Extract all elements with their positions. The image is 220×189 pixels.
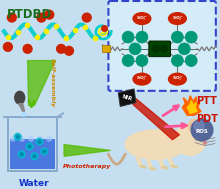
- Circle shape: [171, 31, 183, 43]
- Polygon shape: [118, 89, 136, 106]
- Text: SO$_3^-$: SO$_3^-$: [136, 75, 148, 83]
- Text: Water: Water: [19, 179, 50, 188]
- Text: ROS: ROS: [196, 129, 209, 134]
- Circle shape: [204, 141, 206, 144]
- Circle shape: [16, 135, 19, 138]
- Circle shape: [33, 155, 36, 158]
- Circle shape: [14, 133, 21, 140]
- Circle shape: [37, 13, 46, 22]
- Circle shape: [43, 150, 46, 153]
- Ellipse shape: [22, 112, 25, 116]
- FancyBboxPatch shape: [10, 139, 55, 169]
- Circle shape: [23, 44, 32, 53]
- Circle shape: [4, 43, 12, 51]
- Ellipse shape: [133, 13, 151, 24]
- Text: PTDBD: PTDBD: [7, 8, 52, 21]
- FancyBboxPatch shape: [102, 45, 110, 52]
- Circle shape: [20, 153, 23, 156]
- Circle shape: [18, 151, 25, 158]
- Polygon shape: [64, 145, 110, 156]
- Ellipse shape: [169, 13, 186, 24]
- Polygon shape: [182, 96, 201, 115]
- Circle shape: [82, 13, 91, 22]
- Circle shape: [196, 135, 200, 139]
- Polygon shape: [187, 101, 197, 113]
- Ellipse shape: [15, 91, 25, 104]
- Circle shape: [136, 55, 148, 66]
- Circle shape: [178, 43, 190, 55]
- Circle shape: [26, 143, 33, 150]
- Polygon shape: [28, 60, 55, 105]
- Text: SO$_3^-$: SO$_3^-$: [172, 75, 183, 83]
- Circle shape: [47, 136, 52, 141]
- Text: NIR: NIR: [121, 94, 133, 101]
- Circle shape: [188, 119, 202, 133]
- Circle shape: [152, 45, 159, 52]
- Ellipse shape: [133, 73, 151, 85]
- Text: Self-assembly: Self-assembly: [50, 58, 55, 108]
- Text: SO$_3^-$: SO$_3^-$: [172, 15, 183, 23]
- Polygon shape: [19, 104, 25, 111]
- Ellipse shape: [169, 73, 186, 85]
- Text: PTT: PTT: [196, 96, 217, 106]
- Circle shape: [64, 46, 73, 55]
- Polygon shape: [133, 99, 179, 140]
- Text: Phototherapy: Phototherapy: [62, 164, 111, 169]
- Circle shape: [10, 136, 15, 141]
- Circle shape: [41, 148, 48, 155]
- Circle shape: [129, 43, 141, 55]
- Circle shape: [57, 44, 66, 53]
- Circle shape: [160, 45, 167, 52]
- Circle shape: [28, 145, 31, 148]
- Circle shape: [38, 136, 43, 141]
- Circle shape: [191, 122, 199, 130]
- Circle shape: [122, 55, 134, 66]
- Circle shape: [191, 119, 213, 141]
- Circle shape: [7, 13, 16, 22]
- Circle shape: [174, 124, 206, 155]
- Circle shape: [29, 136, 33, 141]
- Circle shape: [185, 31, 197, 43]
- Ellipse shape: [125, 130, 186, 159]
- Circle shape: [19, 136, 24, 141]
- Circle shape: [36, 138, 43, 145]
- Text: PDT: PDT: [196, 114, 218, 124]
- Text: SO$_3^-$: SO$_3^-$: [136, 15, 148, 23]
- Circle shape: [38, 140, 41, 143]
- Circle shape: [122, 31, 134, 43]
- Circle shape: [45, 10, 54, 19]
- Circle shape: [31, 153, 38, 160]
- FancyBboxPatch shape: [149, 41, 170, 57]
- Circle shape: [185, 55, 197, 66]
- FancyBboxPatch shape: [108, 1, 216, 91]
- Circle shape: [171, 55, 183, 66]
- Circle shape: [136, 31, 148, 43]
- Circle shape: [194, 121, 204, 131]
